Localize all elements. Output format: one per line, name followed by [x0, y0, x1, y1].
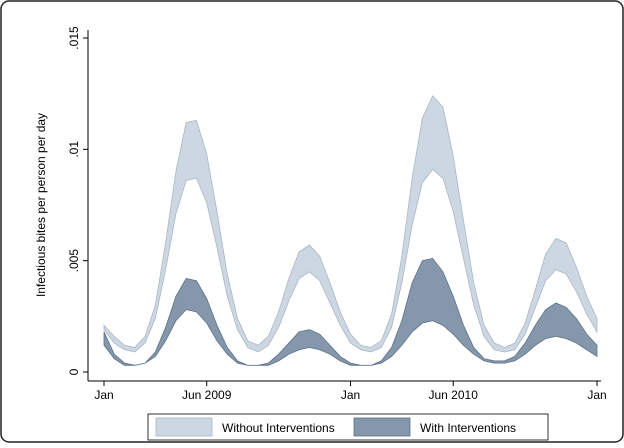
y-axis-label: Infectious bites per person per day	[34, 113, 48, 297]
y-tick-label: .015	[67, 26, 81, 50]
y-tick-label: .005	[67, 249, 81, 273]
x-tick-label: Jun 2010	[429, 388, 479, 402]
x-tick-label: Jan	[341, 388, 360, 402]
legend-label: Without Interventions	[222, 421, 335, 435]
y-tick-label: 0	[67, 368, 81, 375]
x-tick-label: Jun 2009	[182, 388, 232, 402]
y-tick-label: .01	[67, 141, 81, 158]
x-tick-label: Jan	[94, 388, 113, 402]
range-band	[103, 257, 598, 366]
x-tick-label: Jan	[587, 388, 606, 402]
legend-label: With Interventions	[420, 421, 516, 435]
legend-swatch	[155, 417, 213, 437]
legend-swatch	[353, 417, 411, 437]
range-band	[103, 95, 598, 353]
legend-box	[147, 413, 549, 441]
